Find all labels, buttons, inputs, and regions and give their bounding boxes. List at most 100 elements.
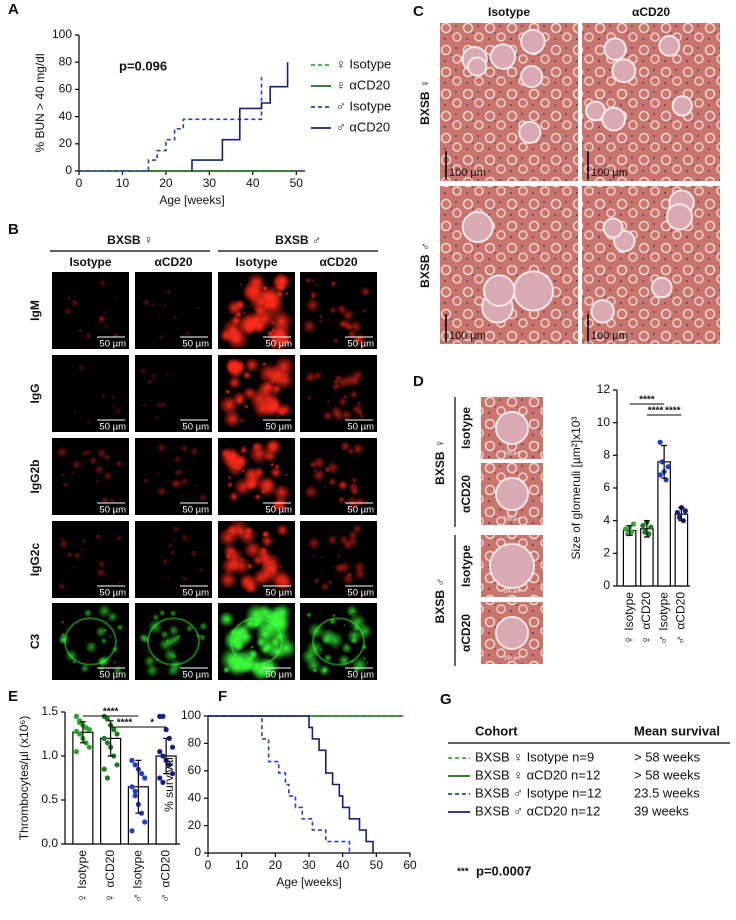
micrograph-blob bbox=[58, 538, 70, 550]
micrograph-blob bbox=[93, 464, 105, 476]
micrograph-blob bbox=[166, 575, 170, 579]
micrograph-blob bbox=[61, 620, 65, 624]
scale-bar-label: 50 µm bbox=[182, 670, 209, 681]
data-point bbox=[129, 784, 135, 790]
micrograph-blob bbox=[336, 554, 341, 558]
glomerulus bbox=[495, 477, 529, 511]
row-label: BXSB ♀ bbox=[433, 439, 447, 485]
y-tick-label: 6 bbox=[603, 480, 610, 494]
micrograph-blob bbox=[103, 323, 109, 329]
micrograph-blob bbox=[338, 480, 347, 489]
micrograph-blob bbox=[307, 536, 321, 551]
micrograph-blob bbox=[88, 455, 99, 466]
micrograph-blob bbox=[226, 481, 234, 488]
micrograph-blob bbox=[304, 297, 321, 314]
x-tick-label: αCD20 bbox=[674, 592, 688, 630]
micrograph-blob bbox=[280, 488, 283, 492]
scale-bar-label: 50 µm bbox=[265, 339, 292, 350]
micrograph-blob bbox=[165, 288, 172, 295]
micrograph-blob bbox=[96, 314, 108, 325]
row-label: BXSB ♂ bbox=[418, 242, 432, 288]
data-point bbox=[160, 713, 166, 720]
micrograph-blob bbox=[163, 647, 179, 663]
micrograph-blob bbox=[261, 361, 267, 367]
micrograph-blob bbox=[218, 611, 235, 628]
row-label: C3 bbox=[28, 634, 42, 650]
micrograph-blob bbox=[158, 312, 161, 316]
micrograph-blob bbox=[114, 410, 118, 414]
data-point bbox=[169, 744, 176, 750]
row-label: IgG bbox=[28, 384, 42, 404]
row-label: BXSB ♂ bbox=[433, 578, 447, 624]
micrograph-blob bbox=[102, 628, 108, 633]
micrograph-blob bbox=[56, 446, 69, 459]
micrograph-blob bbox=[312, 667, 318, 674]
error-bar bbox=[661, 444, 668, 479]
x-axis-label: Age [weeks] bbox=[159, 193, 224, 207]
panel-letter: A bbox=[8, 1, 19, 18]
significance-label: **** bbox=[117, 718, 133, 729]
micrograph-blob bbox=[160, 557, 170, 566]
significance-label: **** bbox=[665, 406, 681, 417]
data-point bbox=[83, 740, 89, 746]
error-bar bbox=[643, 520, 650, 538]
micrograph-blob bbox=[224, 546, 244, 567]
treatment-label: αCD20 bbox=[459, 614, 473, 652]
micrograph-blob bbox=[141, 634, 151, 644]
micrograph-blob bbox=[111, 404, 117, 409]
micrograph-blob bbox=[273, 603, 292, 622]
micrograph-blob bbox=[165, 639, 170, 644]
micrograph-blob bbox=[98, 279, 107, 288]
micrograph-blob bbox=[329, 306, 337, 314]
micrograph-blob bbox=[313, 468, 318, 473]
data-point bbox=[104, 740, 111, 746]
micrograph-blob bbox=[349, 636, 358, 645]
data-point bbox=[160, 753, 166, 759]
micrograph-blob bbox=[227, 375, 242, 390]
micrograph-blob bbox=[160, 630, 170, 639]
x-tick-label: 0 bbox=[205, 858, 212, 872]
micrograph-blob bbox=[275, 415, 278, 418]
micrograph-blob bbox=[351, 442, 365, 456]
micrograph-blob bbox=[269, 465, 283, 480]
micrograph-blob bbox=[97, 656, 108, 667]
error-bar bbox=[135, 759, 142, 814]
micrograph-blob bbox=[176, 528, 179, 531]
micrograph-blob bbox=[233, 477, 253, 497]
micrograph-blob bbox=[147, 618, 164, 635]
micrograph-blob bbox=[141, 297, 151, 307]
micrograph-blob bbox=[357, 401, 362, 406]
x-tick-label: 10 bbox=[235, 858, 249, 872]
micrograph-blob bbox=[320, 581, 331, 592]
micrograph-blob bbox=[234, 298, 247, 311]
glomerulus bbox=[611, 58, 637, 84]
table-cell: 39 weeks bbox=[634, 803, 689, 818]
micrograph-blob bbox=[143, 654, 157, 668]
micrograph bbox=[135, 438, 212, 515]
glomerulus bbox=[489, 543, 535, 589]
micrograph-blob bbox=[72, 551, 82, 560]
micrograph-blob bbox=[158, 609, 166, 617]
micrograph-blob bbox=[271, 273, 290, 292]
micrograph-blob bbox=[337, 560, 352, 575]
glomerulus bbox=[495, 411, 529, 445]
micrograph-blob bbox=[340, 501, 343, 504]
y-tick-label: 0 bbox=[194, 845, 201, 859]
micrograph-blob bbox=[309, 290, 318, 299]
micrograph bbox=[135, 521, 212, 598]
micrograph-blob bbox=[320, 555, 323, 559]
y-tick-label: 40 bbox=[188, 790, 202, 804]
micrograph-blob bbox=[349, 375, 361, 387]
micrograph-blob bbox=[196, 306, 201, 310]
micrograph-blob bbox=[103, 453, 112, 462]
micrograph-blob bbox=[113, 660, 117, 664]
micrograph-blob bbox=[173, 455, 182, 464]
glomerulus bbox=[495, 616, 529, 650]
micrograph-blob bbox=[312, 553, 316, 557]
micrograph-blob bbox=[328, 617, 337, 626]
data-point bbox=[111, 753, 117, 759]
glomerulus bbox=[512, 270, 554, 312]
y-tick-label: 60 bbox=[188, 763, 202, 777]
micrograph-blob bbox=[198, 493, 208, 502]
data-point bbox=[86, 744, 92, 750]
